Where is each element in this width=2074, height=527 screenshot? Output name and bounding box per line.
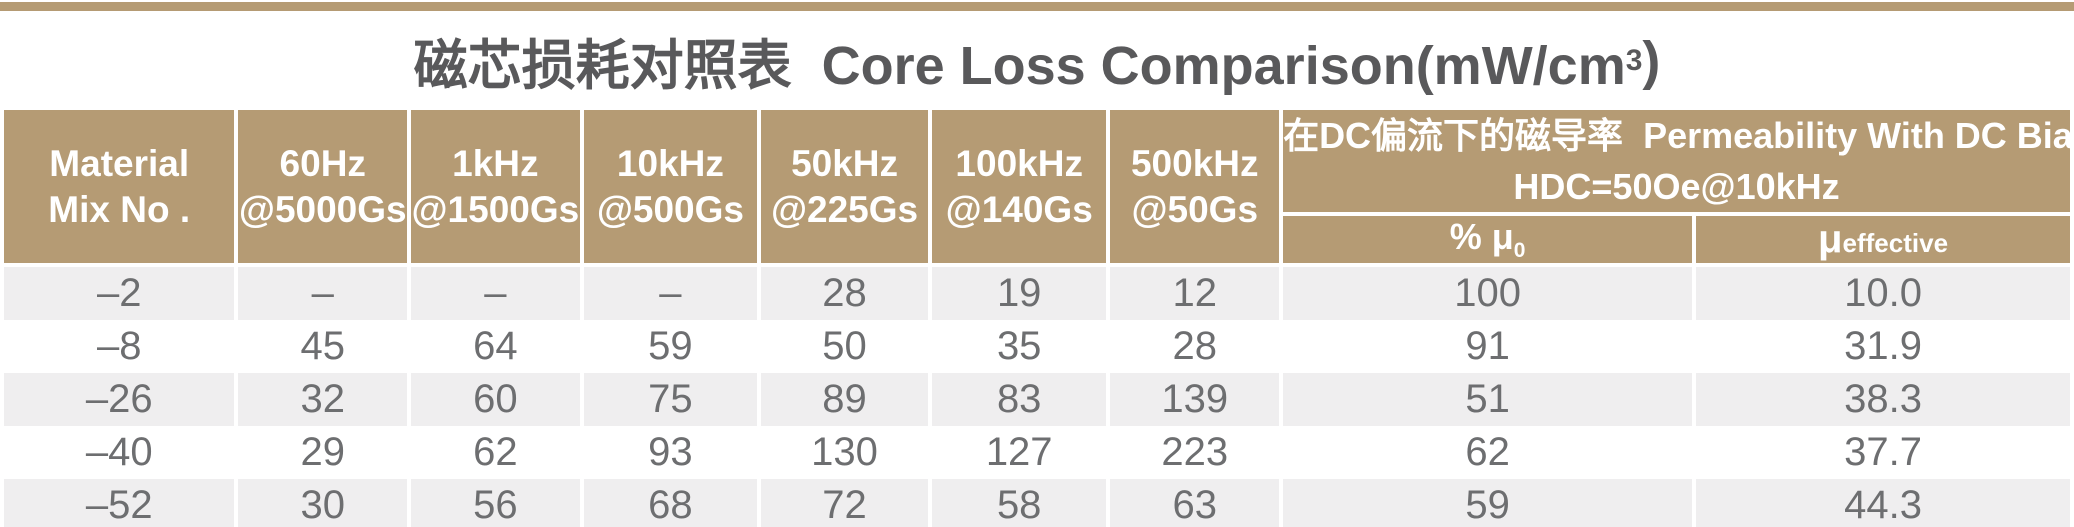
table-row-mix-26: –26 32 60 75 89 83 139 51 38.3 — [4, 373, 2070, 427]
percent-mu-label: % μ — [1449, 216, 1514, 258]
table-cell: 89 — [761, 373, 928, 427]
table-cell: 83 — [931, 373, 1107, 427]
col-header-percent-mu0: % μ0 — [1283, 216, 1693, 268]
table-cell: 75 — [583, 373, 758, 427]
table-cell: 37.7 — [1696, 426, 2070, 480]
header-line: 1kHz — [452, 142, 539, 184]
material-mix-cell: –40 — [4, 426, 235, 480]
table-cell: 38.3 — [1696, 373, 2070, 427]
header-line: HDC=50Oe@10kHz — [1513, 166, 1840, 208]
table-cell: 30 — [238, 479, 408, 527]
table-cell: 139 — [1110, 373, 1280, 427]
title-text: 磁芯损耗对照表 Core Loss Comparison(mW/cm — [413, 36, 1626, 96]
col-header-10khz: 10kHz @500Gs — [583, 110, 758, 268]
table-cell: 31.9 — [1696, 320, 2070, 374]
table-cell: 28 — [761, 267, 928, 321]
table-row-mix-2: –2 – – – 28 19 12 100 10.0 — [4, 267, 2070, 321]
header-line: @5000Gs — [238, 188, 407, 230]
table-cell: 51 — [1283, 373, 1693, 427]
table-row-mix-8: –8 45 64 59 50 35 28 91 31.9 — [4, 320, 2070, 374]
header-line: 50kHz — [791, 142, 899, 184]
col-group-dc-bias-permeability: 在DC偏流下的磁导率 Permeability With DC Bias HDC… — [1283, 110, 2074, 217]
header-line: 10kHz — [616, 142, 724, 184]
header-line: Material — [49, 142, 190, 184]
table-cell: 19 — [931, 267, 1107, 321]
mu-symbol: μ — [1818, 217, 1843, 262]
header-line: @500Gs — [596, 188, 744, 230]
material-mix-cell: –8 — [4, 320, 235, 374]
header-line: 500kHz — [1130, 142, 1259, 184]
core-loss-table: Material Mix No . 60Hz @5000Gs 1kHz @150… — [0, 110, 2074, 527]
table-cell: 28 — [1110, 320, 1280, 374]
table-cell: 56 — [411, 479, 580, 527]
col-header-500khz: 500kHz @50Gs — [1110, 110, 1280, 268]
table-cell: 127 — [931, 426, 1107, 480]
table-cell: 130 — [761, 426, 928, 480]
header-line: @50Gs — [1131, 188, 1259, 230]
table-cell: 44.3 — [1696, 479, 2070, 527]
table-cell: 63 — [1110, 479, 1280, 527]
col-header-60hz: 60Hz @5000Gs — [238, 110, 408, 268]
table-cell: 223 — [1110, 426, 1280, 480]
table-cell: 100 — [1283, 267, 1693, 321]
col-header-1khz: 1kHz @1500Gs — [411, 110, 580, 268]
table-cell: 12 — [1110, 267, 1280, 321]
col-header-50khz: 50kHz @225Gs — [761, 110, 928, 268]
table-cell: 62 — [411, 426, 580, 480]
col-header-material-mix: Material Mix No . — [4, 110, 235, 268]
header-line: 在DC偏流下的磁导率 Permeability With DC Bias — [1283, 115, 2074, 156]
material-mix-cell: –2 — [4, 267, 235, 321]
mu-subscript: 0 — [1513, 239, 1526, 263]
table-cell: 64 — [411, 320, 580, 374]
table-cell: – — [238, 267, 408, 321]
table-cell: 45 — [238, 320, 408, 374]
table-cell: 59 — [1283, 479, 1693, 527]
header-line: 100kHz — [955, 142, 1083, 184]
table-cell: 62 — [1283, 426, 1693, 480]
header-line: @1500Gs — [411, 188, 580, 230]
table-cell: – — [583, 267, 758, 321]
table-cell: 59 — [583, 320, 758, 374]
table-cell: 35 — [931, 320, 1107, 374]
top-accent-bar — [0, 2, 2074, 11]
table-cell: 29 — [238, 426, 408, 480]
page-title: 磁芯损耗对照表 Core Loss Comparison(mW/cm 3) — [0, 11, 2074, 110]
material-mix-cell: –52 — [4, 479, 235, 527]
header-line: 60Hz — [279, 142, 366, 184]
table-cell: – — [411, 267, 580, 321]
table-cell: 50 — [761, 320, 928, 374]
col-header-100khz: 100kHz @140Gs — [931, 110, 1107, 268]
table-row-mix-52: –52 30 56 68 72 58 63 59 44.3 — [4, 479, 2070, 527]
table-cell: 32 — [238, 373, 408, 427]
mu-effective-label: effective — [1842, 228, 1949, 259]
header-line: Mix No . — [48, 188, 191, 230]
material-mix-cell: –26 — [4, 373, 235, 427]
title-superscript: 3 — [1625, 43, 1643, 77]
table-cell: 91 — [1283, 320, 1693, 374]
header-line: @225Gs — [770, 188, 919, 230]
table-cell: 60 — [411, 373, 580, 427]
table-cell: 58 — [931, 479, 1107, 527]
col-header-mu-effective: μeffective — [1696, 216, 2070, 268]
header-row-sub: % μ0 μeffective — [4, 216, 2070, 268]
table-cell: 93 — [583, 426, 758, 480]
table-cell: 68 — [583, 479, 758, 527]
header-line: @140Gs — [945, 188, 1093, 230]
table-cell: 72 — [761, 479, 928, 527]
table-cell: 10.0 — [1696, 267, 2070, 321]
table-row-mix-40: –40 29 62 93 130 127 223 62 37.7 — [4, 426, 2070, 480]
title-suffix: ) — [1642, 30, 1661, 91]
header-row-main: Material Mix No . 60Hz @5000Gs 1kHz @150… — [4, 110, 2074, 268]
